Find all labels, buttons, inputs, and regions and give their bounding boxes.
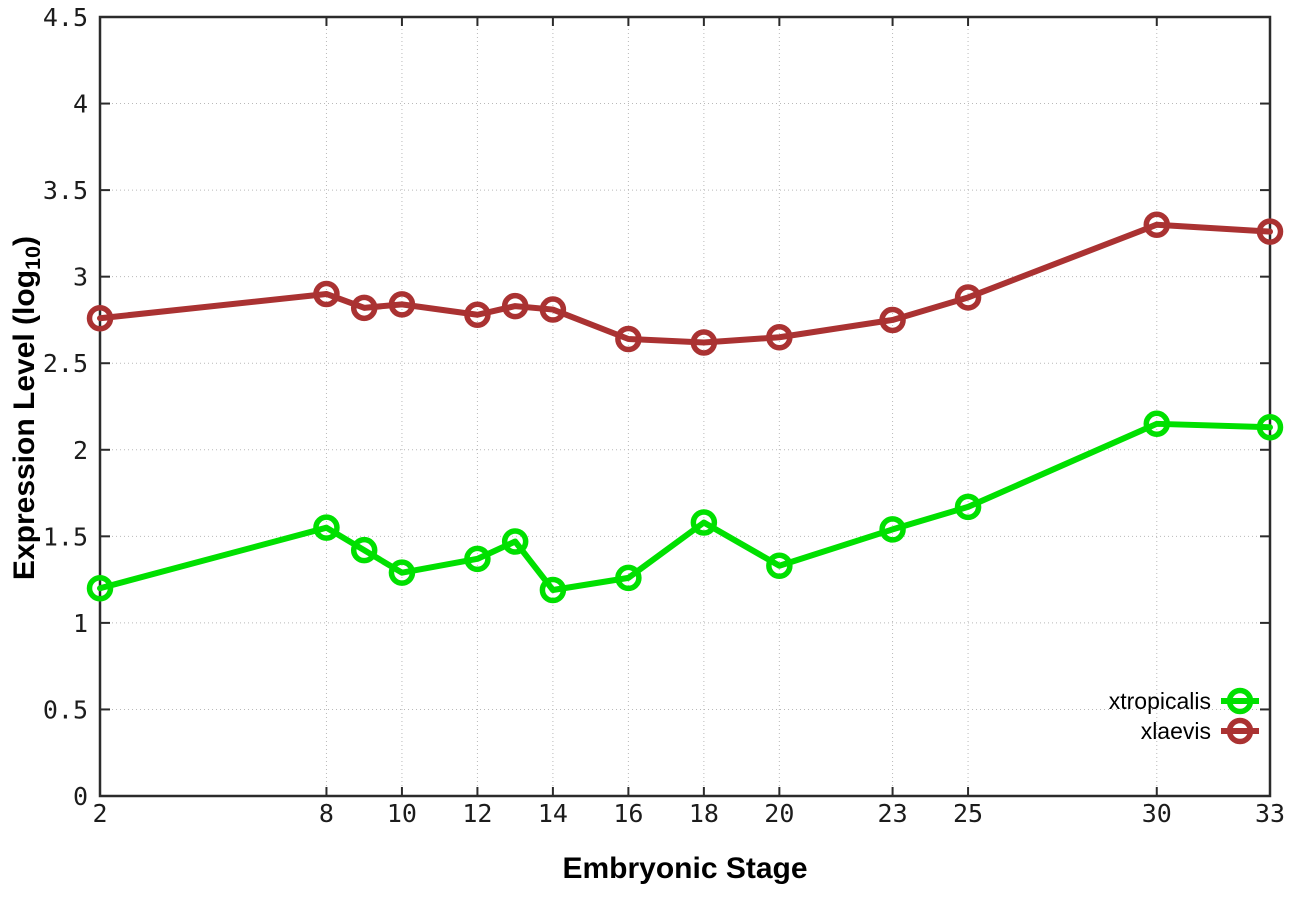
- data-point-xtropicalis: [1143, 410, 1171, 438]
- data-point-xlaevis: [350, 294, 378, 322]
- data-point-xtropicalis: [350, 536, 378, 564]
- data-point-xlaevis: [539, 296, 567, 323]
- legend-sample-marker-xtropicalis: [1226, 687, 1254, 715]
- data-point-xlaevis: [1143, 211, 1171, 238]
- data-point-xtropicalis: [879, 516, 906, 543]
- data-point-xtropicalis: [388, 559, 416, 586]
- legend-sample-marker-xlaevis: [1226, 717, 1254, 745]
- data-point-xlaevis: [690, 329, 718, 356]
- data-point-xtropicalis: [501, 528, 529, 555]
- x-tick-label: 18: [689, 799, 719, 828]
- y-axis-title-main: Expression Level (log: [7, 269, 41, 581]
- x-tick-label: 16: [613, 799, 643, 828]
- data-point-xtropicalis: [954, 493, 982, 521]
- x-tick-label: 14: [538, 799, 568, 828]
- y-axis-title-subscript: 10: [20, 245, 46, 270]
- data-point-xtropicalis: [690, 509, 718, 536]
- data-point-xlaevis: [1256, 218, 1284, 245]
- data-point-xlaevis: [86, 304, 114, 332]
- x-axis-title: Embryonic Stage: [562, 852, 808, 885]
- y-tick-label: 3.5: [43, 176, 88, 205]
- y-tick-label: 2.5: [43, 349, 88, 378]
- legend-label-xlaevis: xlaevis: [1141, 718, 1211, 744]
- x-tick-label: 25: [953, 799, 983, 828]
- y-axis-title: Expression Level (log10): [8, 236, 46, 580]
- legend-label-xtropicalis: xtropicalis: [1109, 688, 1211, 714]
- data-point-xlaevis: [954, 284, 982, 311]
- y-tick-label: 2: [73, 436, 88, 465]
- x-tick-label: 33: [1255, 799, 1285, 828]
- x-tick-label: 20: [764, 799, 794, 828]
- data-point-xlaevis: [388, 291, 416, 318]
- x-tick-label: 8: [319, 799, 334, 828]
- plot-border: [98, 15, 1272, 798]
- data-point-xtropicalis: [1256, 414, 1284, 441]
- data-point-xtropicalis: [86, 575, 114, 602]
- y-tick-label: 4.5: [43, 3, 88, 32]
- data-point-xtropicalis: [766, 552, 793, 580]
- x-tick-label: 30: [1142, 799, 1172, 828]
- series-line-xlaevis: [97, 221, 1273, 346]
- y-tick-label: 0.5: [43, 695, 88, 724]
- data-point-xtropicalis: [464, 545, 491, 573]
- data-point-xtropicalis: [313, 514, 340, 541]
- y-tick-label: 0: [73, 782, 88, 811]
- y-tick-label: 3: [73, 263, 88, 292]
- y-tick-label: 1: [73, 609, 88, 638]
- data-point-xlaevis: [615, 325, 642, 353]
- x-tick-label: 10: [387, 799, 417, 828]
- data-point-xlaevis: [879, 306, 906, 334]
- data-point-xlaevis: [766, 324, 793, 351]
- x-tick-label: 23: [878, 799, 908, 828]
- x-tick-label: 2: [92, 799, 107, 828]
- series-line-xtropicalis: [97, 420, 1273, 593]
- data-point-xlaevis: [501, 292, 529, 320]
- data-point-xtropicalis: [615, 564, 642, 592]
- y-tick-label: 4: [73, 90, 88, 119]
- x-tick-label: 12: [462, 799, 492, 828]
- data-point-xlaevis: [464, 301, 491, 329]
- data-point-xtropicalis: [539, 576, 567, 604]
- y-tick-label: 1.5: [43, 522, 88, 551]
- y-axis-title-close: ): [7, 235, 41, 246]
- data-point-xlaevis: [313, 280, 340, 308]
